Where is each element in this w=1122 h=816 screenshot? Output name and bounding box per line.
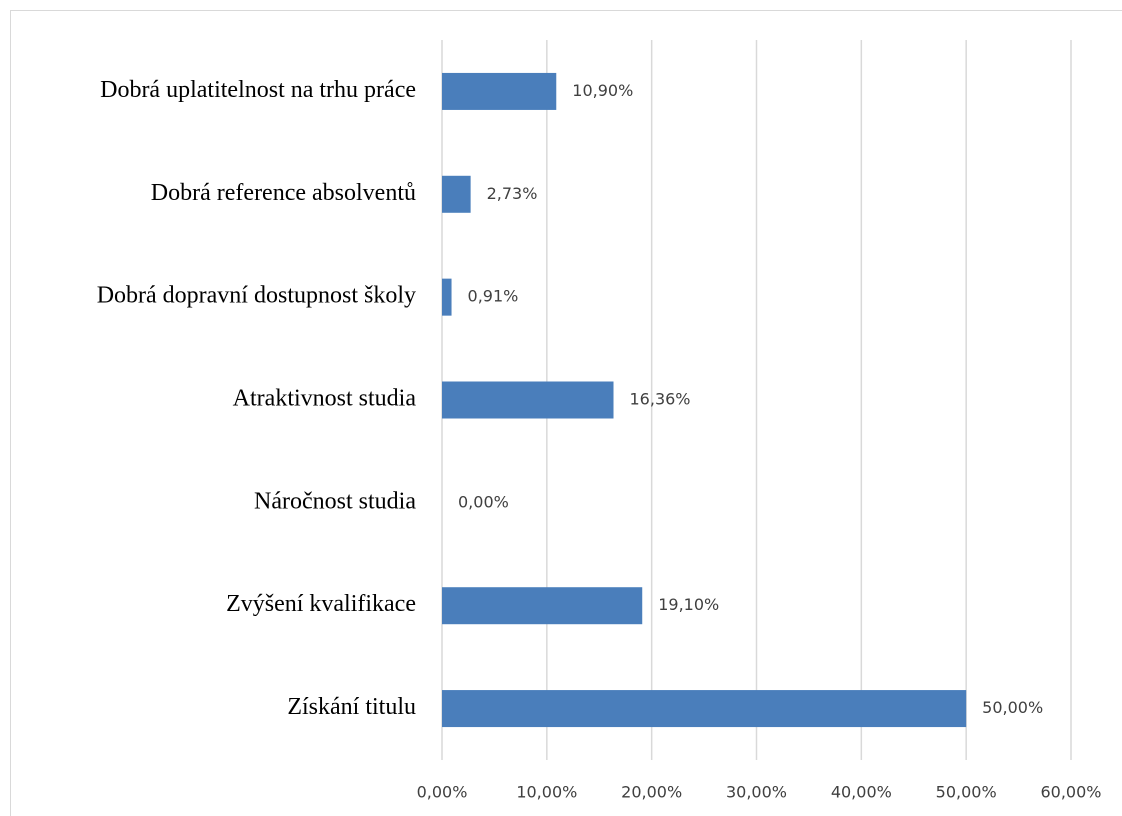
x-tick-label: 60,00% <box>1040 783 1101 802</box>
bar <box>442 278 452 316</box>
chart-frame <box>10 10 1122 816</box>
x-tick-label: 0,00% <box>417 783 468 802</box>
x-tick-label: 50,00% <box>936 783 997 802</box>
value-label: 2,73% <box>487 184 538 203</box>
y-tick-label: Dobrá uplatitelnost na trhu práce <box>100 77 416 103</box>
bar <box>442 587 643 625</box>
x-tick-label: 10,00% <box>516 783 577 802</box>
value-label: 0,00% <box>458 492 509 511</box>
bar <box>442 72 557 110</box>
value-label: 10,90% <box>572 81 633 100</box>
value-label: 50,00% <box>982 698 1043 717</box>
value-label: 19,10% <box>658 595 719 614</box>
y-tick-label: Atraktivnost studia <box>233 386 417 412</box>
y-tick-label: Náročnost studia <box>254 488 416 514</box>
y-tick-label: Zvýšení kvalifikace <box>226 591 416 617</box>
y-tick-label: Dobrá dopravní dostupnost školy <box>97 283 416 309</box>
x-tick-label: 20,00% <box>621 783 682 802</box>
x-tick-label: 40,00% <box>831 783 892 802</box>
value-label: 16,36% <box>630 390 691 409</box>
bar <box>442 175 471 213</box>
bar <box>442 690 967 728</box>
y-tick-label: Získání titulu <box>287 694 416 720</box>
y-tick-label: Dobrá reference absolventů <box>151 180 416 206</box>
bar <box>442 381 614 419</box>
x-tick-label: 30,00% <box>726 783 787 802</box>
value-label: 0,91% <box>468 287 519 306</box>
